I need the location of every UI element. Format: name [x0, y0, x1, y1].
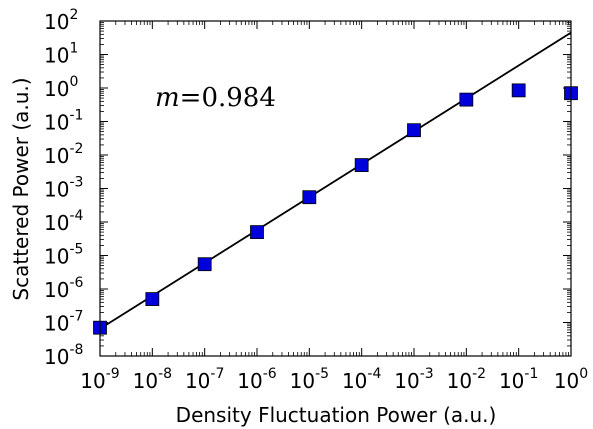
y-tick-base: 10: [44, 312, 69, 336]
data-point-marker: [407, 123, 421, 138]
y-axis-label: Scattered Power (a.u.): [9, 77, 33, 300]
y-tick-exponent: -8: [69, 342, 83, 358]
x-axis-label: Density Fluctuation Power (a.u.): [176, 403, 497, 427]
y-tick-label: 10-6: [44, 275, 84, 302]
data-point-marker: [250, 225, 264, 239]
data-point-marker: [511, 83, 526, 98]
data-point-marker: [197, 257, 212, 272]
x-tick-exponent: -5: [315, 366, 329, 382]
x-tick-base: 10: [554, 369, 579, 393]
y-tick-label: 10-3: [44, 175, 83, 202]
x-tick-base: 10: [394, 369, 419, 393]
y-tick-base: 10: [44, 111, 69, 135]
x-tick-exponent: -8: [158, 366, 172, 382]
y-tick-label: 10-7: [44, 309, 83, 336]
y-tick-label: 10-5: [44, 242, 83, 269]
x-tick-label: 10-6: [237, 366, 277, 393]
x-tick-base: 10: [237, 369, 262, 393]
x-tick-exponent: -3: [420, 366, 434, 382]
y-tick-base: 10: [44, 345, 69, 369]
x-tick-base: 10: [185, 369, 210, 393]
x-tick-exponent: -7: [210, 366, 224, 382]
y-tick-exponent: -6: [69, 275, 83, 291]
slope-value: 0.984: [201, 83, 275, 113]
x-tick-label: 100: [554, 366, 588, 393]
y-tick-exponent: -3: [69, 175, 83, 191]
plot-background: [100, 21, 571, 356]
y-tick-base: 10: [44, 77, 69, 101]
y-tick-exponent: -1: [69, 108, 83, 124]
y-tick-exponent: 1: [69, 41, 78, 57]
x-tick-label: 10-1: [499, 366, 538, 393]
data-point-marker: [302, 190, 317, 205]
y-tick-label: 102: [44, 7, 78, 34]
y-tick-exponent: -2: [69, 141, 83, 157]
y-tick-label: 10-4: [44, 208, 84, 235]
y-tick-base: 10: [44, 211, 69, 235]
x-tick-base: 10: [290, 369, 315, 393]
x-tick-label: 10-2: [447, 366, 486, 393]
y-tick-exponent: -4: [69, 208, 83, 224]
y-tick-label: 10-8: [44, 342, 83, 369]
x-tick-exponent: -2: [472, 366, 486, 382]
x-tick-base: 10: [80, 369, 105, 393]
y-tick-base: 10: [44, 278, 69, 302]
x-tick-label: 10-7: [185, 366, 224, 393]
x-tick-base: 10: [342, 369, 367, 393]
slope-operator: =: [180, 83, 202, 113]
y-tick-exponent: -5: [69, 242, 83, 258]
fit-line: [99, 31, 572, 330]
y-tick-labels: 10-810-710-610-510-410-310-210-110010110…: [44, 7, 84, 369]
y-tick-label: 10-1: [44, 108, 83, 135]
x-tick-label: 10-3: [394, 366, 433, 393]
data-point-marker: [354, 158, 369, 172]
data-point-marker: [459, 92, 474, 107]
slope-annotation: m=0.984: [155, 83, 276, 113]
data-markers: [93, 83, 578, 335]
y-tick-label: 10-2: [44, 141, 83, 168]
y-tick-label: 100: [44, 74, 78, 101]
x-tick-labels: 10-9 10-8 10-7 10-6 10-5 10-4 10-3 10-2 10-1 100: [80, 366, 588, 393]
y-tick-base: 10: [44, 10, 69, 34]
y-tick-exponent: 0: [69, 74, 78, 90]
x-tick-exponent: -4: [367, 366, 381, 382]
minor-ticks: [100, 21, 571, 356]
x-tick-label: 10-9: [80, 366, 119, 393]
y-tick-exponent: -7: [69, 309, 83, 325]
x-tick-base: 10: [499, 369, 524, 393]
x-tick-label: 10-5: [290, 366, 329, 393]
x-tick-exponent: 0: [579, 366, 588, 382]
x-tick-base: 10: [447, 369, 472, 393]
y-tick-base: 10: [44, 44, 69, 68]
plot-frame: [99, 20, 572, 357]
x-tick-base: 10: [133, 369, 158, 393]
y-tick-exponent: 2: [69, 7, 78, 23]
y-tick-label: 101: [44, 41, 78, 68]
x-tick-exponent: -9: [106, 366, 120, 382]
slope-variable: m: [155, 83, 180, 113]
x-tick-exponent: -1: [524, 366, 538, 382]
y-tick-base: 10: [44, 144, 69, 168]
x-tick-label: 10-4: [342, 366, 382, 393]
x-tick-label: 10-8: [133, 366, 172, 393]
data-point-marker: [145, 292, 160, 306]
y-tick-base: 10: [44, 178, 69, 202]
y-tick-base: 10: [44, 245, 69, 269]
x-tick-exponent: -6: [263, 366, 277, 382]
